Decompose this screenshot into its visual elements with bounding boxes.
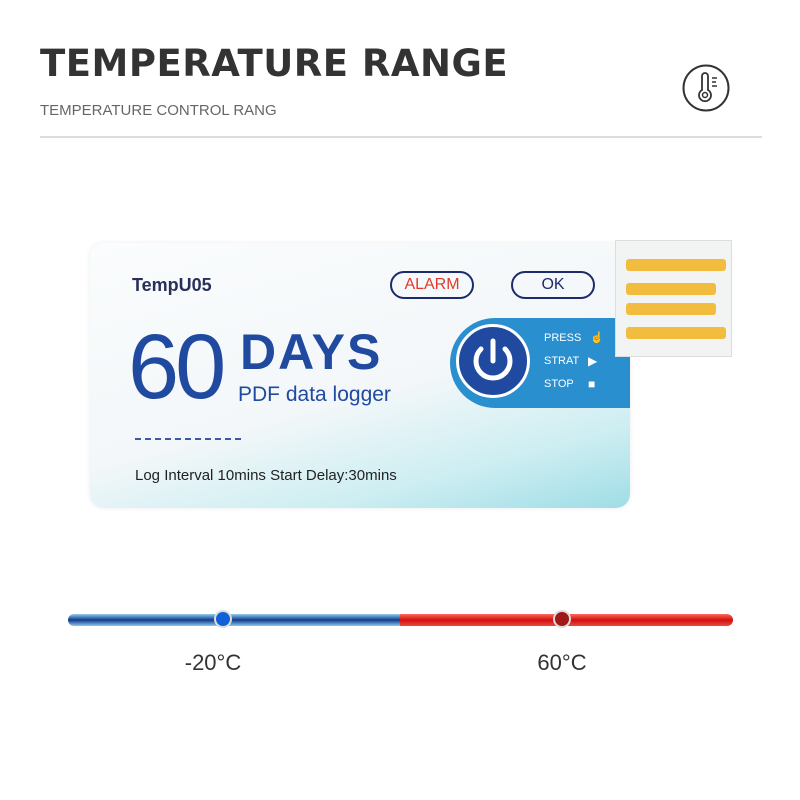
press-label: PRESS (544, 332, 582, 344)
control-panel: PRESS STRAT STOP ☝ ▶ ■ (450, 318, 630, 408)
specs-text: Log Interval 10mins Start Delay:30mins (135, 467, 397, 484)
min-temp-label: -20°C (184, 650, 242, 675)
play-icon: ▶ (588, 354, 598, 368)
dashed-line (135, 438, 241, 440)
stop-icon: ■ (588, 377, 596, 391)
ok-indicator: OK (511, 271, 595, 299)
page-subtitle: TEMPERATURE CONTROL RANG (40, 102, 277, 119)
days-word: DAYS (240, 324, 383, 380)
start-label: STRAT (544, 355, 580, 367)
data-logger-device: TempU05 ALARM OK 60 DAYS PDF data logger… (90, 243, 630, 508)
power-button[interactable] (456, 324, 530, 398)
hand-icon: ☝ (590, 332, 604, 344)
min-temp-marker (214, 610, 232, 628)
alarm-indicator: ALARM (390, 271, 474, 299)
divider (40, 136, 762, 138)
max-temp-label: 60°C (537, 650, 587, 675)
temperature-range-bar (68, 614, 733, 626)
usb-connector (615, 240, 732, 357)
product-type: PDF data logger (238, 383, 391, 406)
stop-label: STOP (544, 378, 574, 390)
model-name: TempU05 (132, 275, 212, 295)
cold-segment (68, 614, 400, 626)
days-number: 60 (128, 316, 226, 418)
max-temp-marker (553, 610, 571, 628)
power-icon (473, 338, 513, 381)
page-title: TEMPERATURE RANGE (40, 42, 509, 85)
thermometer-icon (682, 64, 730, 112)
